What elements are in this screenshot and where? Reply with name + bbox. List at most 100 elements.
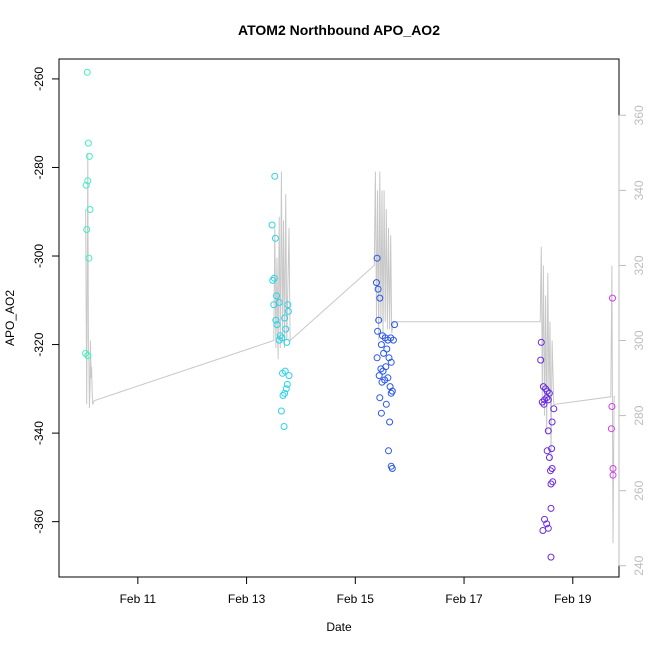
data-point xyxy=(85,152,93,160)
data-point xyxy=(282,385,290,393)
y-tick-label: -360 xyxy=(32,509,46,533)
data-point xyxy=(547,480,555,488)
data-point xyxy=(84,139,92,147)
y2-tick-label: 260 xyxy=(632,480,646,500)
y2-tick-label: 280 xyxy=(632,405,646,425)
data-point xyxy=(544,427,552,435)
data-point xyxy=(388,465,396,472)
y2-tick-label: 360 xyxy=(632,105,646,125)
data-point xyxy=(270,274,278,282)
data-point xyxy=(284,307,292,315)
data-point xyxy=(385,447,392,455)
secondary-trace-line xyxy=(85,152,616,544)
data-point xyxy=(543,387,551,395)
data-point xyxy=(537,356,545,364)
data-point xyxy=(383,345,391,353)
data-point xyxy=(549,478,557,486)
data-point xyxy=(609,294,616,302)
data-point xyxy=(85,254,93,262)
data-point xyxy=(609,471,617,479)
y2-tick-label: 240 xyxy=(632,555,646,575)
data-point xyxy=(283,380,291,388)
data-point xyxy=(374,327,382,335)
data-point xyxy=(548,418,556,426)
x-tick-label: Feb 15 xyxy=(337,592,375,606)
data-point xyxy=(281,367,289,375)
data-point xyxy=(268,221,276,229)
data-point xyxy=(377,341,385,349)
data-point xyxy=(547,553,555,561)
data-point xyxy=(373,354,381,362)
data-point xyxy=(386,418,394,426)
data-point xyxy=(538,398,546,406)
data-point xyxy=(283,338,291,346)
chart-title: ATOM2 Northbound APO_AO2 xyxy=(238,22,440,38)
data-point xyxy=(83,226,91,233)
data-point xyxy=(544,396,552,404)
data-point xyxy=(387,389,395,397)
x-tick-label: Feb 19 xyxy=(554,592,592,606)
data-point xyxy=(271,234,279,242)
x-tick-label: Feb 11 xyxy=(120,592,157,606)
x-axis-label: Date xyxy=(326,620,352,634)
data-point xyxy=(608,403,616,410)
data-point xyxy=(539,527,547,534)
data-point xyxy=(280,423,288,430)
x-tick-label: Feb 17 xyxy=(445,592,483,606)
data-point xyxy=(86,206,94,213)
data-point xyxy=(374,285,382,293)
y-axis-left: -260 -280 -300 -320 -340 -360 xyxy=(32,67,60,534)
data-point xyxy=(377,409,385,417)
secondary-trace-layer xyxy=(85,152,616,544)
data-point xyxy=(543,447,551,455)
data-point xyxy=(84,352,92,360)
data-point xyxy=(541,396,548,404)
data-point xyxy=(276,332,284,340)
data-point xyxy=(548,465,556,472)
y2-tick-label: 300 xyxy=(632,330,646,350)
data-point xyxy=(285,372,293,380)
data-point xyxy=(272,316,280,324)
points-layer xyxy=(82,68,617,561)
data-point xyxy=(84,177,92,185)
y-tick-label: -320 xyxy=(32,332,46,356)
y2-tick-label: 340 xyxy=(632,180,646,200)
x-tick-label: Feb 13 xyxy=(228,592,266,606)
data-point xyxy=(609,465,617,472)
data-point xyxy=(391,321,398,329)
data-point xyxy=(537,338,545,346)
data-point xyxy=(281,314,289,322)
data-point xyxy=(275,336,283,344)
data-point xyxy=(547,467,554,475)
data-point xyxy=(277,407,285,415)
y-tick-label: -280 xyxy=(32,155,46,179)
data-point xyxy=(282,325,290,333)
y-tick-label: -260 xyxy=(32,67,46,91)
data-point xyxy=(373,254,381,262)
data-point xyxy=(281,389,289,397)
data-point xyxy=(543,520,551,528)
data-point xyxy=(382,400,390,408)
data-point xyxy=(381,376,389,384)
data-point xyxy=(540,400,548,408)
data-point xyxy=(375,372,383,380)
data-point xyxy=(539,383,547,391)
y-tick-label: -300 xyxy=(32,244,46,268)
data-point xyxy=(376,394,384,402)
data-point xyxy=(269,276,277,284)
data-point xyxy=(83,68,91,76)
data-point xyxy=(270,301,278,309)
data-point xyxy=(373,279,380,287)
data-point xyxy=(375,316,383,324)
data-point xyxy=(279,392,287,399)
data-point xyxy=(607,425,615,433)
data-point xyxy=(273,292,280,300)
data-point xyxy=(548,445,556,453)
data-point xyxy=(382,363,390,371)
y-tick-label: -340 xyxy=(32,421,46,445)
data-point xyxy=(271,172,279,180)
y-axis-right: 240 260 280 300 320 340 360 xyxy=(618,105,646,576)
data-point xyxy=(547,504,555,512)
